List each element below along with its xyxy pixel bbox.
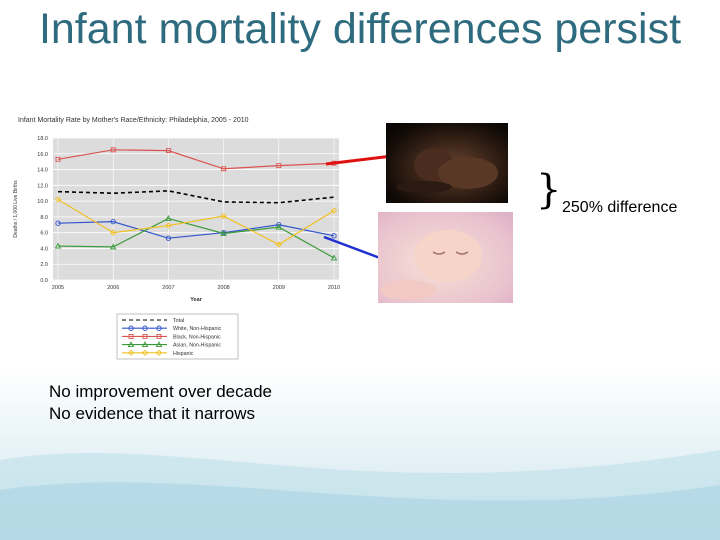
legend-entry: Black, Non-Hispanic (173, 334, 221, 340)
x-tick-label: 2008 (217, 285, 229, 291)
background-wave (0, 450, 720, 540)
y-tick-label: 14.0 (37, 168, 48, 174)
data-point (220, 212, 227, 220)
y-tick-label: 10.0 (37, 199, 48, 205)
series-line (57, 217, 335, 259)
x-tick-label: 2009 (273, 285, 285, 291)
data-point (142, 325, 148, 331)
chart-title: Infant Mortality Rate by Mother's Race/E… (18, 117, 249, 124)
data-point (330, 207, 338, 214)
data-point (109, 243, 117, 250)
x-tick-label: 2010 (328, 285, 340, 291)
data-point (165, 235, 172, 241)
data-point (55, 220, 61, 226)
data-point (156, 333, 162, 339)
data-point (141, 341, 149, 348)
series-line (57, 190, 335, 204)
y-tick-label: 8.0 (40, 215, 48, 221)
data-point (276, 163, 282, 169)
plot-area (53, 138, 339, 280)
data-point (165, 222, 172, 229)
data-point (128, 333, 134, 339)
x-axis-label: Year (190, 297, 202, 303)
data-point (156, 325, 162, 331)
series-line (57, 221, 335, 239)
data-point (275, 241, 282, 248)
data-point (141, 349, 149, 356)
data-point (127, 341, 135, 348)
y-tick-label: 18.0 (37, 136, 48, 142)
legend-entry: Asian, Non-Hispanic (173, 343, 221, 349)
infant-sleeping-icon (396, 148, 498, 193)
line-chart: Infant Mortality Rate by Mother's Race/E… (13, 117, 340, 360)
x-tick-label: 2005 (52, 285, 64, 291)
data-point (220, 230, 227, 236)
photo-black-infant (386, 123, 508, 203)
y-tick-label: 16.0 (37, 152, 48, 158)
y-tick-label: 0.0 (40, 278, 48, 284)
data-point (165, 215, 172, 221)
bullet-item: No evidence that it narrows (49, 404, 255, 423)
chart-image: Infant Mortality Rate by Mother's Race/E… (6, 112, 344, 362)
y-tick-label: 2.0 (40, 262, 48, 268)
legend-entry: White, Non-Hispanic (173, 326, 222, 332)
data-point (110, 218, 116, 225)
data-point (54, 242, 62, 249)
x-tick-label: 2006 (107, 285, 119, 291)
y-tick-label: 6.0 (40, 231, 48, 237)
data-point (127, 349, 135, 356)
photo-white-infant (378, 212, 513, 303)
data-point (128, 325, 134, 331)
data-point (155, 349, 163, 356)
series-line (57, 149, 335, 170)
x-tick-label: 2007 (162, 285, 174, 291)
data-point (221, 166, 227, 172)
series-line (57, 199, 335, 246)
bullet-list: No improvement over decade No evidence t… (49, 381, 272, 425)
legend-entry: Hispanic (173, 351, 194, 357)
data-point (110, 229, 117, 236)
legend-entry: Total (173, 318, 184, 324)
data-point (275, 223, 283, 230)
y-tick-label: 4.0 (40, 246, 48, 252)
slide-title: Infant mortality differences persist (38, 5, 682, 53)
y-tick-label: 12.0 (37, 183, 48, 189)
data-point (54, 196, 62, 203)
y-axis-label: Deaths / 1,000 Live Births (13, 180, 19, 238)
data-point (55, 156, 61, 162)
difference-label: 250% difference (562, 199, 678, 216)
brace-symbol: } (536, 167, 562, 213)
data-point (155, 341, 163, 348)
bullet-item: No improvement over decade (49, 382, 273, 401)
data-point (110, 147, 116, 153)
data-point (142, 333, 148, 339)
infant-sleeping-icon (380, 230, 482, 300)
data-point (165, 148, 171, 154)
